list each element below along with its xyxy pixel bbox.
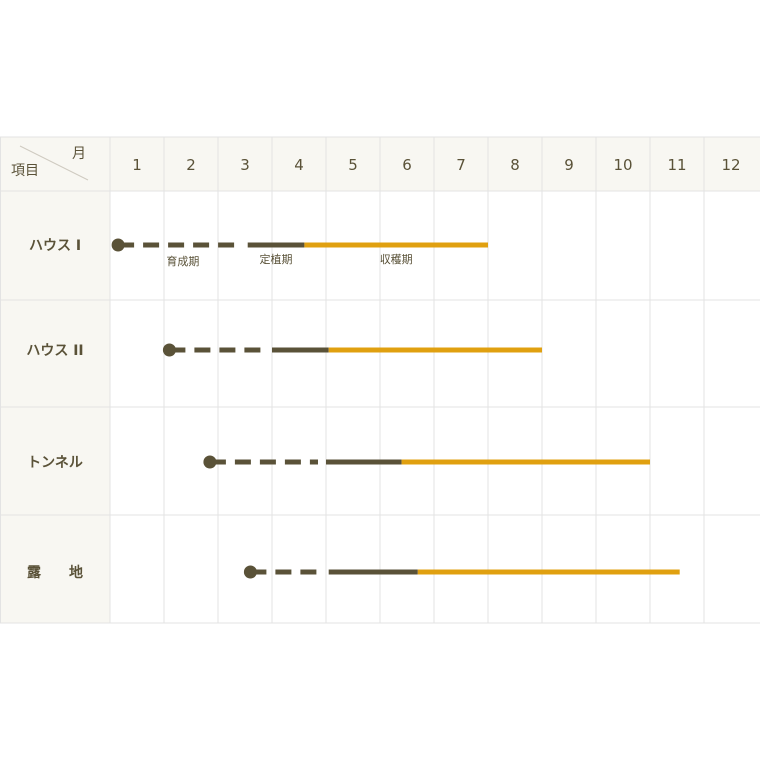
month-label: 1 xyxy=(132,156,142,174)
month-label: 9 xyxy=(564,156,574,174)
phase-label-seedling: 育成期 xyxy=(166,254,199,268)
row-label: 露 地 xyxy=(27,564,83,581)
phase-labels: 育成期 定植期 収穫期 xyxy=(166,252,412,268)
grid-layer xyxy=(0,137,760,623)
phase-label-harvest: 収穫期 xyxy=(380,253,413,266)
sowing-marker xyxy=(112,239,125,252)
month-label: 2 xyxy=(186,156,196,174)
sowing-marker xyxy=(203,456,216,469)
month-label: 12 xyxy=(721,156,740,174)
sowing-marker xyxy=(244,566,257,579)
phase-label-planting: 定植期 xyxy=(260,252,293,266)
month-label: 11 xyxy=(667,156,686,174)
month-label: 8 xyxy=(510,156,520,174)
row-label: ハウス II xyxy=(26,343,83,359)
month-label: 6 xyxy=(402,156,412,174)
month-label: 4 xyxy=(294,156,304,174)
row-label: トンネル xyxy=(27,455,83,471)
schedule-bars xyxy=(112,239,680,579)
month-label: 10 xyxy=(613,156,632,174)
corner-item-label: 項目 xyxy=(11,163,39,179)
month-label: 5 xyxy=(348,156,358,174)
sowing-marker xyxy=(163,344,176,357)
month-label: 3 xyxy=(240,156,250,174)
corner-month-label: 月 xyxy=(72,146,86,162)
month-label: 7 xyxy=(456,156,466,174)
row-label: ハウス I xyxy=(29,238,81,254)
